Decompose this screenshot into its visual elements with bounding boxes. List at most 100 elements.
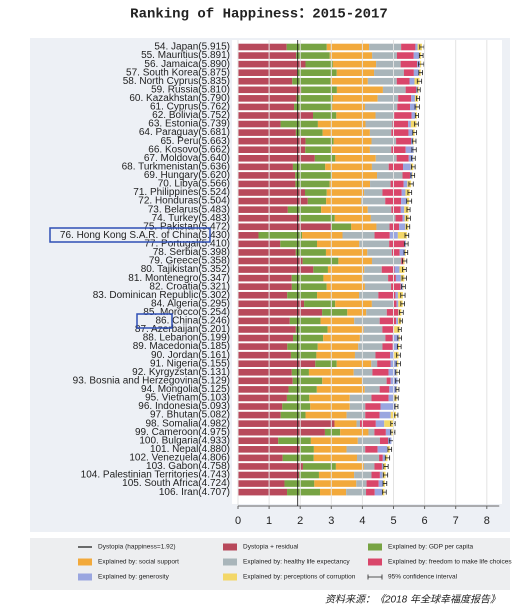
bar-segment (238, 180, 296, 188)
bar-segment (402, 214, 405, 222)
bar-segment (238, 137, 306, 145)
bar-segment (369, 43, 402, 51)
error-bar (404, 232, 410, 238)
error-bar (382, 481, 388, 487)
bar-segment (314, 154, 336, 162)
bar-segment (238, 334, 294, 342)
bar-segment (400, 60, 418, 68)
bar-segment (370, 214, 396, 222)
bar-segment (299, 214, 335, 222)
error-bar (407, 190, 413, 196)
bar-segment (389, 240, 405, 248)
bar-segment (317, 343, 359, 350)
bar-segment (363, 326, 383, 333)
row-label: 68. Turkmenistan(5.636) (122, 161, 230, 172)
bar-segment (364, 283, 392, 290)
bar-segment (347, 309, 367, 316)
row-label: 69. Hungary(5.620) (144, 170, 230, 181)
bar-segment (413, 69, 419, 76)
bar-segment (326, 197, 362, 205)
bar-segment (297, 69, 337, 76)
bar-segment (304, 189, 327, 196)
x-tick-label: 4 (359, 515, 365, 527)
bar-segment (371, 163, 389, 171)
bar-segment (371, 300, 394, 308)
bar-segment (238, 206, 288, 213)
bar-segment (295, 249, 326, 256)
error-bar (402, 258, 408, 264)
bar-segment (365, 403, 381, 410)
bar-segment (384, 420, 393, 427)
bar-segment (332, 103, 365, 111)
bar-segment (397, 103, 411, 111)
bar-segment (295, 172, 332, 179)
error-bar (411, 164, 416, 170)
bar-segment (238, 386, 289, 393)
bar-segment (317, 120, 366, 128)
bar-segment (390, 377, 398, 385)
bar-segment (305, 137, 334, 145)
bar-segment (410, 103, 416, 111)
bar-segment (305, 411, 347, 419)
error-bar (400, 301, 405, 307)
row-label: 73. Belarus(5.483) (148, 204, 230, 215)
bar-segment (391, 206, 401, 213)
error-bar (408, 181, 414, 187)
bar-segment (388, 394, 395, 402)
error-bar (418, 70, 423, 76)
row-label: 90. Jordan(5.161) (151, 350, 230, 361)
bar-segment (313, 112, 337, 119)
row-label: 79. Greece(5.358) (149, 256, 230, 267)
bar-segment (405, 86, 417, 94)
bar-segment (401, 189, 406, 196)
error-bar (394, 395, 399, 401)
bar-segment (334, 420, 357, 427)
row-label: 92. Kyrgyzstan(5.131) (132, 367, 230, 378)
legend-label: Explained by: GDP per capita (388, 544, 474, 551)
bar-segment (290, 351, 317, 359)
source-note: 资料来源：《2018 年全球幸福度报告》 (325, 594, 500, 606)
legend-label: Explained by: healthy life expectancy (243, 559, 350, 566)
bar-segment (390, 351, 395, 359)
bar-segment (396, 137, 412, 145)
bar-segment (280, 411, 306, 419)
bar-segment (372, 52, 397, 59)
row-label: 82. Croatia(5.321) (149, 281, 230, 292)
bar-segment (238, 197, 308, 205)
row-label: 74. Turkey(5.483) (152, 213, 230, 224)
bar-segment (346, 488, 367, 496)
bar-segment (382, 343, 393, 350)
bar-segment (357, 437, 380, 445)
bar-segment (394, 326, 400, 333)
bar-segment (365, 120, 393, 128)
bar-segment (301, 86, 337, 94)
bar-segment (374, 463, 382, 470)
bar-segment (402, 172, 410, 179)
row-label: 94. Mongolia(5.125) (141, 384, 230, 395)
row-label: 58. North Cyprus(5.835) (123, 76, 230, 87)
bar-segment (322, 129, 370, 136)
bar-segment (238, 249, 296, 256)
bar-segment (408, 129, 413, 136)
bar-segment (315, 360, 337, 368)
bar-segment (284, 480, 315, 487)
bar-segment (292, 377, 323, 385)
bar-segment (370, 180, 391, 188)
legend-label: Explained by: social support (98, 559, 179, 566)
bar-segment (238, 351, 291, 359)
bar-segment (289, 317, 321, 325)
error-bar (414, 112, 419, 118)
bar-segment (399, 249, 405, 256)
bar-segment (282, 454, 314, 462)
bar-segment (359, 291, 379, 299)
bar-segment (377, 95, 399, 102)
error-bar (400, 292, 406, 298)
bar-segment (310, 403, 350, 410)
bar-segment (361, 197, 386, 205)
bar-segment (366, 309, 387, 316)
bar-segment (336, 360, 372, 368)
bar-segment (313, 446, 347, 453)
bar-segment (371, 360, 378, 368)
bar-segment (366, 480, 379, 487)
bar-segment (351, 223, 377, 231)
